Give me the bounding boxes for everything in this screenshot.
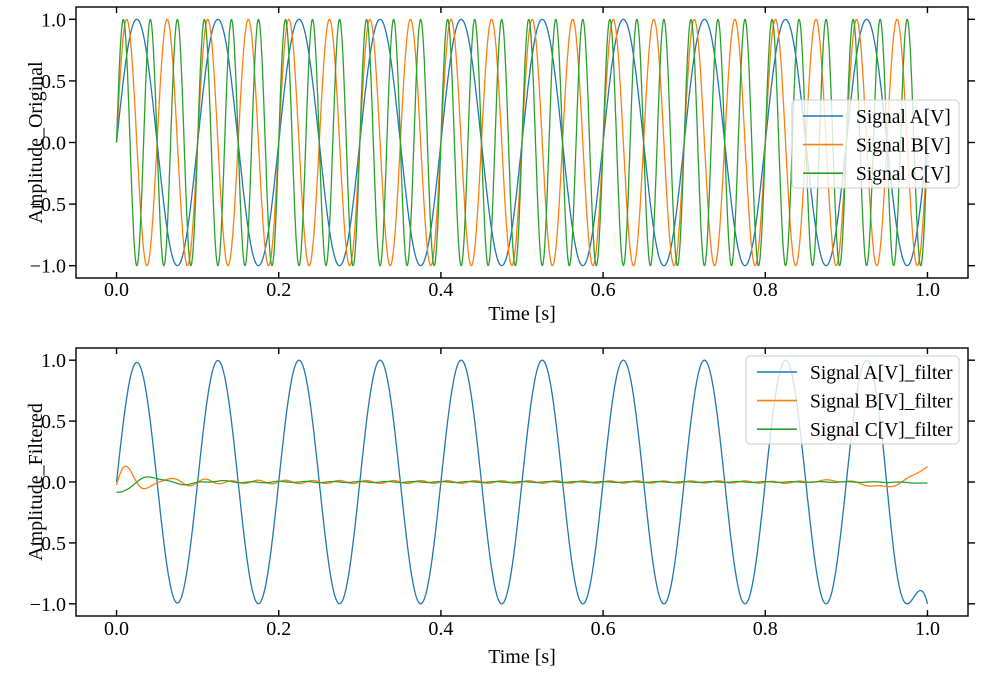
legend: Signal A[V]_filter Signal B[V]_filter Sign… [745, 355, 960, 445]
legend: Signal A[V] Signal B[V] Signal C[V] [791, 99, 960, 189]
x-tick-label: 1.0 [915, 618, 940, 640]
legend-entry-label: Signal A[V]_filter [810, 363, 953, 384]
legend-entry-label: Signal C[V] [856, 164, 951, 185]
x-tick-label: 0.6 [591, 279, 616, 301]
x-tick-label: 0.8 [753, 279, 778, 301]
legend-entry-label: Signal C[V]_filter [810, 420, 953, 441]
y-tick-label: 0.0 [41, 472, 66, 494]
x-tick-label: 1.0 [915, 279, 940, 301]
x-tick-label: 0.8 [753, 618, 778, 640]
subplot-original: 0.0 0.2 0.4 0.6 0.8 1.0 −1.0 −0.5 0.0 0.5 1.0 Time … [25, 6, 975, 325]
y-tick-label: 1.0 [41, 350, 66, 372]
y-axis-label: Amplitude_Filtered [25, 403, 47, 561]
legend-entry-label: Signal B[V]_filter [810, 392, 953, 413]
y-tick-label: −0.5 [30, 194, 66, 216]
x-axis-label: Time [s] [488, 303, 556, 325]
legend-entry-label: Signal A[V] [856, 107, 951, 128]
series-line-signal-c-v-filter [116, 476, 928, 493]
y-tick-label: 0.5 [41, 411, 66, 433]
x-tick-label: 0.0 [104, 618, 129, 640]
x-tick-label: 0.4 [428, 279, 453, 301]
legend-entry-label: Signal B[V] [856, 136, 951, 157]
x-tick-label: 0.2 [266, 279, 291, 301]
y-tick-label: −1.0 [30, 594, 66, 616]
x-tick-label: 0.4 [428, 618, 453, 640]
x-tick-label: 0.6 [591, 618, 616, 640]
y-tick-label: 0.0 [41, 133, 66, 155]
x-tick-label: 0.2 [266, 618, 291, 640]
y-tick-label: 0.5 [41, 71, 66, 93]
x-axis-label: Time [s] [488, 646, 556, 668]
x-tick-label: 0.0 [104, 279, 129, 301]
y-tick-label: −1.0 [30, 256, 66, 278]
legend-box [745, 355, 960, 445]
y-tick-label: 1.0 [41, 9, 66, 31]
legend-box [791, 99, 960, 189]
y-tick-label: −0.5 [30, 533, 66, 555]
y-axis-label: Amplitude_Original [25, 61, 47, 224]
subplot-filtered: 0.0 0.2 0.4 0.6 0.8 1.0 −1.0 −0.5 0.0 0.5 1.0 Time … [25, 347, 975, 668]
